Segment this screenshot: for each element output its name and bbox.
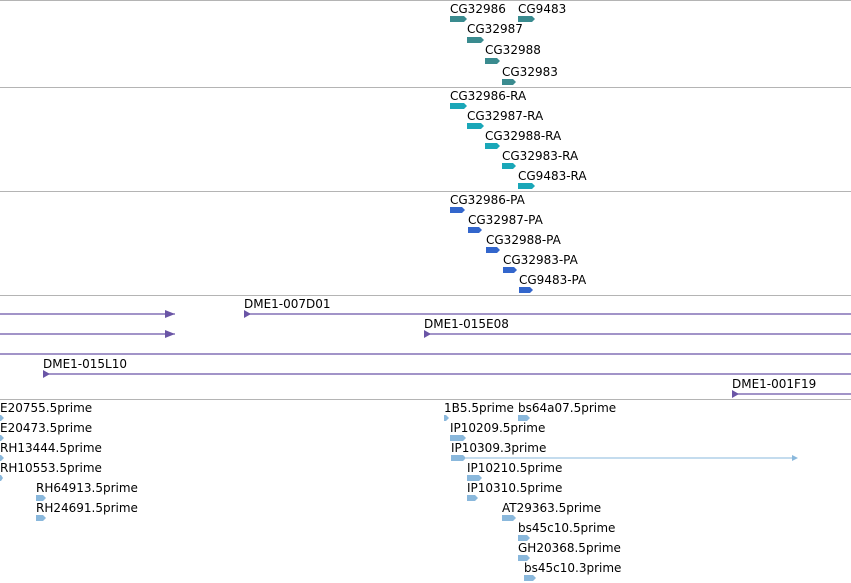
gene-feature-label[interactable]: CG32986 xyxy=(450,2,506,16)
est-feature-glyph[interactable] xyxy=(451,454,802,462)
est-feature-glyph[interactable] xyxy=(502,514,520,522)
clone-feature-glyph[interactable] xyxy=(244,310,851,318)
gene-feature-label[interactable]: CG32983 xyxy=(502,65,558,79)
transcript-feature-glyph[interactable] xyxy=(467,122,488,130)
gene-feature-glyph[interactable] xyxy=(450,15,471,23)
gene-feature-glyph[interactable] xyxy=(485,57,504,65)
clone-feature-label[interactable]: DME1-001F19 xyxy=(732,377,817,391)
gene-feature-glyph[interactable] xyxy=(467,36,488,44)
gene-track: CG32986 CG9483 CG32987 CG32988 CG32983 xyxy=(0,0,851,87)
protein-feature-label[interactable]: CG32988-PA xyxy=(486,233,561,247)
est-feature-label[interactable]: bs45c10.5prime xyxy=(518,521,616,535)
gene-feature-label[interactable]: CG9483 xyxy=(518,2,567,16)
transcript-feature-label[interactable]: CG32987-RA xyxy=(467,109,544,123)
protein-feature-label[interactable]: CG32983-PA xyxy=(503,253,578,267)
transcript-feature-glyph[interactable] xyxy=(518,182,539,190)
est-feature-label[interactable]: E20755.5prime xyxy=(0,401,93,415)
est-feature-label[interactable]: bs45c10.3prime xyxy=(524,561,622,575)
transcript-feature-label[interactable]: CG9483-RA xyxy=(518,169,587,183)
clone-feature-label[interactable]: DME1-007D01 xyxy=(244,297,331,311)
protein-feature-glyph[interactable] xyxy=(450,206,469,214)
transcript-feature-glyph[interactable] xyxy=(450,102,471,110)
clone-feature-label[interactable]: DME1-015E08 xyxy=(424,317,509,331)
transcript-feature-glyph[interactable] xyxy=(502,162,520,170)
est-feature-label[interactable]: IP10210.5prime xyxy=(467,461,563,475)
est-feature-glyph[interactable] xyxy=(36,514,50,522)
est-feature-glyph[interactable] xyxy=(524,574,540,582)
protein-track: CG32986-PA CG32987-PA CG32988-PA CG32983-PA… xyxy=(450,193,587,294)
transcript-feature-label[interactable]: CG32986-RA xyxy=(450,89,527,103)
gene-feature-glyph[interactable] xyxy=(502,78,520,86)
clone-feature-glyph[interactable] xyxy=(43,370,851,378)
clone-feature-glyph[interactable] xyxy=(0,350,851,358)
est-feature-label[interactable]: IP10209.5prime xyxy=(450,421,546,435)
est-feature-glyph[interactable] xyxy=(0,414,8,422)
clone-feature-glyph[interactable] xyxy=(0,330,179,338)
clone-feature-label[interactable]: DME1-015L10 xyxy=(43,357,127,371)
est-feature-label[interactable]: RH64913.5prime xyxy=(36,481,138,495)
protein-feature-glyph[interactable] xyxy=(486,246,504,254)
est-feature-glyph[interactable] xyxy=(518,414,534,422)
est-feature-label[interactable]: IP10309.3prime xyxy=(451,441,547,455)
est-feature-glyph[interactable] xyxy=(450,434,470,442)
est-feature-glyph[interactable] xyxy=(467,494,482,502)
protein-feature-label[interactable]: CG9483-PA xyxy=(519,273,587,287)
est-feature-glyph[interactable] xyxy=(518,534,534,542)
clone-feature-glyph[interactable] xyxy=(424,330,851,338)
est-feature-glyph[interactable] xyxy=(518,554,534,562)
track-divider xyxy=(0,191,851,192)
est-feature-glyph[interactable] xyxy=(467,474,486,482)
transcript-track: CG32986-RA CG32987-RA CG32988-RA CG32983-RA… xyxy=(0,0,851,191)
est-feature-label[interactable]: AT29363.5prime xyxy=(502,501,602,515)
transcript-feature-label[interactable]: CG32988-RA xyxy=(485,129,562,143)
est-feature-glyph[interactable] xyxy=(0,454,8,462)
est-feature-label[interactable]: IP10310.5prime xyxy=(467,481,563,495)
transcript-feature-label[interactable]: CG32983-RA xyxy=(502,149,579,163)
est-feature-label[interactable]: RH13444.5prime xyxy=(0,441,102,455)
gene-feature-glyph[interactable] xyxy=(518,15,539,23)
protein-feature-glyph[interactable] xyxy=(519,286,537,294)
gene-feature-label[interactable]: CG32987 xyxy=(467,22,523,36)
protein-feature-glyph[interactable] xyxy=(503,266,521,274)
clone-track: DME1-007D01 DME1-015E08 DME1-015L10 DME1-00… xyxy=(0,297,851,398)
est-feature-label[interactable]: RH10553.5prime xyxy=(0,461,102,475)
est-feature-glyph[interactable] xyxy=(444,414,453,422)
clone-feature-glyph[interactable] xyxy=(0,310,179,318)
est-feature-label[interactable]: RH24691.5prime xyxy=(36,501,138,515)
est-feature-label[interactable]: bs64a07.5prime xyxy=(518,401,617,415)
gene-feature-label[interactable]: CG32988 xyxy=(485,43,541,57)
protein-feature-label[interactable]: CG32986-PA xyxy=(450,193,525,207)
track-divider xyxy=(0,87,851,88)
protein-feature-label[interactable]: CG32987-PA xyxy=(468,213,543,227)
track-divider xyxy=(0,295,851,296)
protein-feature-glyph[interactable] xyxy=(468,226,486,234)
transcript-feature-glyph[interactable] xyxy=(485,142,504,150)
est-feature-glyph[interactable] xyxy=(0,434,8,442)
est-feature-label[interactable]: 1B5.5prime xyxy=(444,401,514,415)
track-divider xyxy=(0,399,851,400)
est-feature-glyph[interactable] xyxy=(0,474,7,482)
clone-feature-glyph[interactable] xyxy=(732,390,851,398)
est-feature-label[interactable]: E20473.5prime xyxy=(0,421,93,435)
track-divider xyxy=(0,0,851,1)
est-feature-glyph[interactable] xyxy=(36,494,50,502)
est-feature-label[interactable]: GH20368.5prime xyxy=(518,541,621,555)
